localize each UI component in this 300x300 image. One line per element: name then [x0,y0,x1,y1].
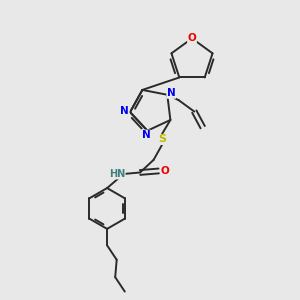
Text: O: O [161,166,170,176]
Text: O: O [188,33,196,43]
Text: S: S [158,134,166,145]
Text: N: N [120,106,129,116]
Text: N: N [167,88,176,98]
Text: N: N [142,130,150,140]
Text: HN: HN [109,169,125,179]
